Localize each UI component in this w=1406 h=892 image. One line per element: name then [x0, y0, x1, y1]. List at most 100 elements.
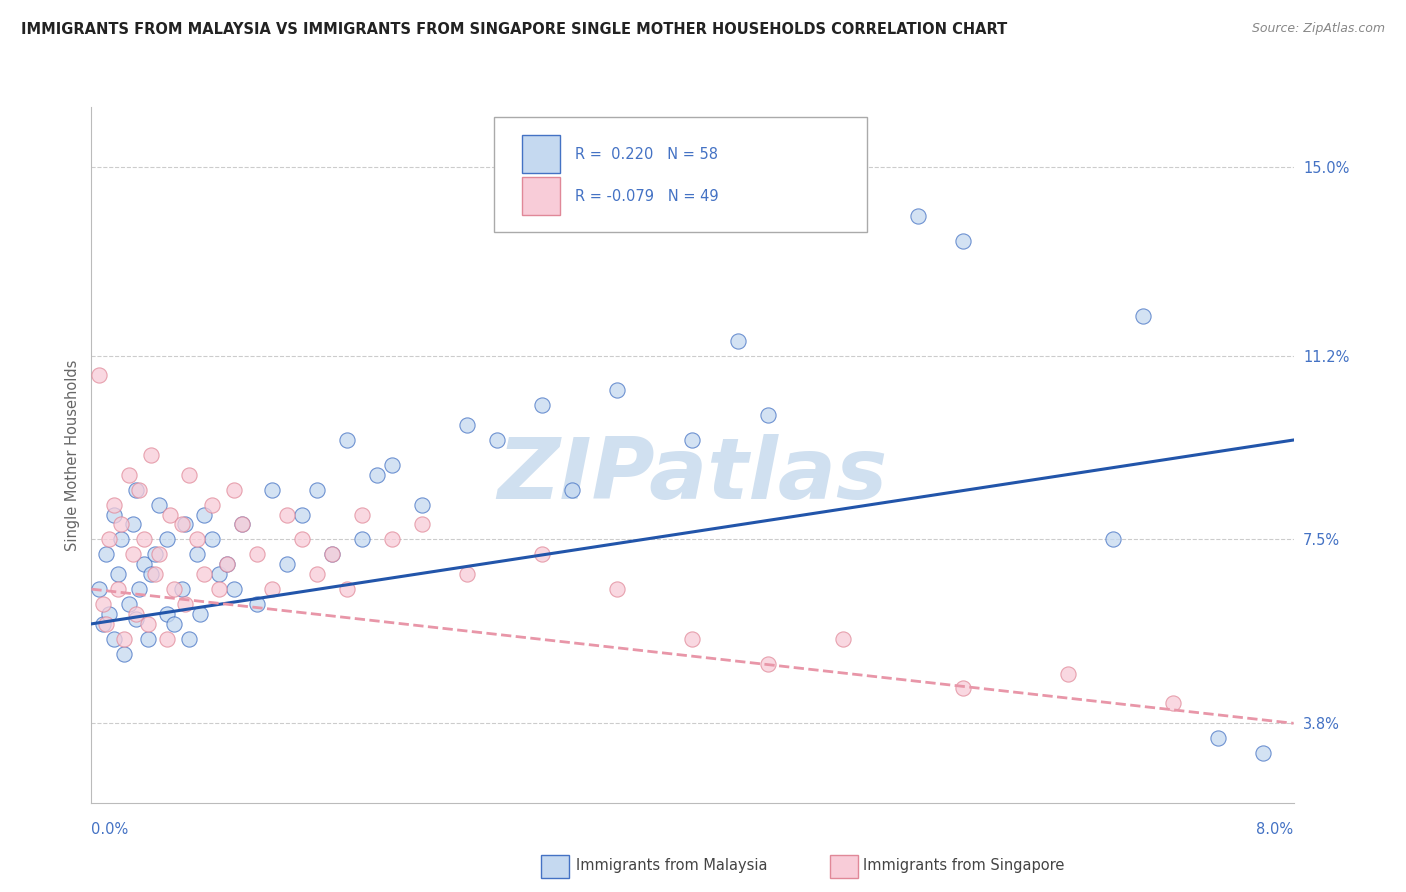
Point — [132, 533, 155, 547]
Point — [208, 567, 231, 582]
Point — [681, 632, 703, 646]
Text: IMMIGRANTS FROM MALAYSIA VS IMMIGRANTS FROM SINGAPORE SINGLE MOTHER HOUSEHOLDS C: IMMIGRANTS FROM MALAYSIA VS IMMIGRANTS F… — [21, 22, 1007, 37]
Point — [1208, 731, 1230, 746]
Point — [456, 418, 478, 433]
Point — [531, 547, 554, 561]
Point — [93, 597, 115, 611]
Point — [561, 483, 583, 497]
Point — [125, 607, 148, 621]
Point — [87, 582, 110, 596]
Point — [122, 547, 145, 561]
Point — [193, 567, 215, 582]
Point — [118, 597, 141, 611]
Point — [727, 334, 749, 348]
Point — [98, 607, 121, 621]
Point — [201, 498, 224, 512]
Point — [201, 533, 224, 547]
Point — [224, 483, 246, 497]
Point — [756, 657, 779, 671]
Point — [143, 567, 166, 582]
Point — [186, 547, 208, 561]
Point — [128, 483, 150, 497]
Point — [107, 567, 129, 582]
Bar — [522, 136, 560, 173]
Point — [531, 398, 554, 412]
Point — [1057, 666, 1080, 681]
Point — [155, 632, 177, 646]
Point — [1102, 533, 1125, 547]
Point — [143, 547, 166, 561]
Point — [173, 597, 195, 611]
Point — [246, 597, 269, 611]
Point — [291, 533, 314, 547]
Point — [173, 517, 195, 532]
Point — [350, 508, 373, 522]
Point — [246, 547, 269, 561]
Point — [155, 607, 177, 621]
Point — [231, 517, 253, 532]
Point — [224, 582, 246, 596]
Point — [186, 533, 208, 547]
Point — [215, 558, 238, 572]
Point — [208, 582, 231, 596]
Point — [456, 567, 478, 582]
Point — [128, 582, 150, 596]
Point — [163, 616, 186, 631]
Point — [110, 533, 132, 547]
Point — [118, 467, 141, 482]
Point — [756, 408, 779, 422]
Point — [148, 498, 170, 512]
Point — [138, 632, 160, 646]
Point — [103, 632, 125, 646]
Point — [138, 616, 160, 631]
Point — [155, 533, 177, 547]
Point — [163, 582, 186, 596]
Point — [87, 368, 110, 383]
Point — [103, 508, 125, 522]
Point — [366, 467, 388, 482]
Point — [141, 448, 163, 462]
Point — [350, 533, 373, 547]
Point — [260, 582, 283, 596]
Point — [411, 517, 433, 532]
Point — [381, 458, 404, 472]
Point — [132, 558, 155, 572]
Point — [93, 616, 115, 631]
Text: R =  0.220   N = 58: R = 0.220 N = 58 — [575, 147, 717, 161]
Point — [1132, 309, 1154, 323]
Point — [103, 498, 125, 512]
Point — [107, 582, 129, 596]
Point — [110, 517, 132, 532]
Point — [122, 517, 145, 532]
Point — [952, 681, 974, 696]
Point — [1253, 746, 1275, 760]
Y-axis label: Single Mother Households: Single Mother Households — [65, 359, 80, 550]
Point — [114, 632, 136, 646]
Point — [114, 647, 136, 661]
Point — [96, 616, 118, 631]
Point — [231, 517, 253, 532]
Point — [96, 547, 118, 561]
Text: Immigrants from Malaysia: Immigrants from Malaysia — [576, 858, 768, 872]
Point — [336, 582, 359, 596]
Point — [159, 508, 181, 522]
Text: 0.0%: 0.0% — [91, 822, 128, 837]
Point — [321, 547, 343, 561]
Point — [215, 558, 238, 572]
Point — [125, 612, 148, 626]
Point — [260, 483, 283, 497]
Point — [305, 567, 328, 582]
Text: Source: ZipAtlas.com: Source: ZipAtlas.com — [1251, 22, 1385, 36]
Point — [321, 547, 343, 561]
Point — [831, 632, 853, 646]
Point — [411, 498, 433, 512]
Text: Immigrants from Singapore: Immigrants from Singapore — [863, 858, 1064, 872]
Point — [907, 210, 929, 224]
Text: R = -0.079   N = 49: R = -0.079 N = 49 — [575, 188, 718, 203]
Point — [606, 384, 628, 398]
Point — [381, 533, 404, 547]
Point — [276, 558, 298, 572]
Point — [291, 508, 314, 522]
Point — [170, 517, 193, 532]
Point — [681, 433, 703, 447]
